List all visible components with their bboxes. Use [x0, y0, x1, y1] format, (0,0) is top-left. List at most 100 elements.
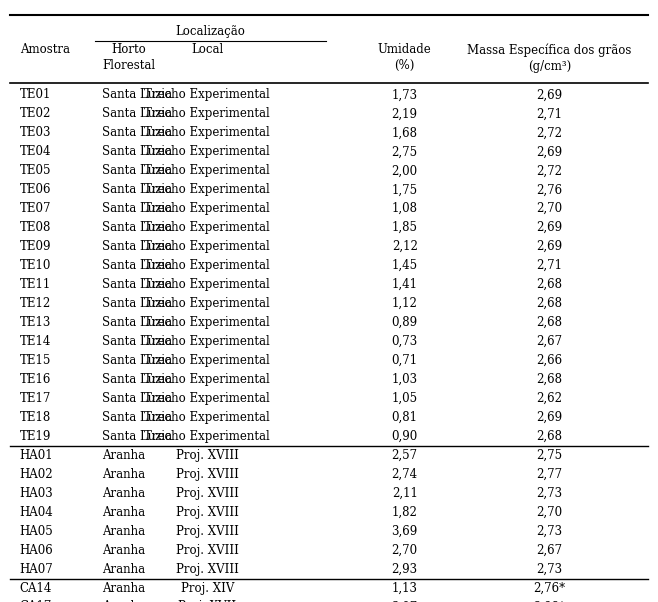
Text: 2,69: 2,69 — [536, 145, 563, 158]
Text: TE05: TE05 — [20, 164, 51, 178]
Text: Santa Luzia: Santa Luzia — [102, 164, 172, 178]
Text: Trecho Experimental: Trecho Experimental — [144, 183, 270, 196]
Text: TE07: TE07 — [20, 202, 51, 216]
Text: Trecho Experimental: Trecho Experimental — [144, 354, 270, 367]
Text: TE03: TE03 — [20, 126, 51, 140]
Text: TE06: TE06 — [20, 183, 51, 196]
Text: 2,69: 2,69 — [536, 221, 563, 234]
Text: 2,68: 2,68 — [536, 373, 563, 386]
Text: TE01: TE01 — [20, 88, 51, 102]
Text: Aranha: Aranha — [102, 448, 145, 462]
Text: 1,41: 1,41 — [392, 278, 418, 291]
Text: TE14: TE14 — [20, 335, 51, 348]
Text: HA07: HA07 — [20, 562, 53, 576]
Text: Santa Luzia: Santa Luzia — [102, 373, 172, 386]
Text: 1,73: 1,73 — [392, 88, 418, 102]
Text: Santa Luzia: Santa Luzia — [102, 411, 172, 424]
Text: 2,70: 2,70 — [536, 506, 563, 519]
Text: 0,89: 0,89 — [392, 316, 418, 329]
Text: Trecho Experimental: Trecho Experimental — [144, 373, 270, 386]
Text: Aranha: Aranha — [102, 600, 145, 602]
Text: Massa Específica dos grãos
(g/cm³): Massa Específica dos grãos (g/cm³) — [467, 43, 632, 73]
Text: Santa Luzia: Santa Luzia — [102, 202, 172, 216]
Text: Proj. XVIII: Proj. XVIII — [176, 544, 239, 557]
Text: 2,93: 2,93 — [392, 562, 418, 576]
Text: 3,69: 3,69 — [392, 524, 418, 538]
Text: Trecho Experimental: Trecho Experimental — [144, 126, 270, 140]
Text: Santa Luzia: Santa Luzia — [102, 107, 172, 120]
Text: 0,71: 0,71 — [392, 354, 418, 367]
Text: 2,98*: 2,98* — [534, 600, 565, 602]
Text: 2,69: 2,69 — [536, 411, 563, 424]
Text: Trecho Experimental: Trecho Experimental — [144, 145, 270, 158]
Text: 2,19: 2,19 — [392, 107, 418, 120]
Text: 1,13: 1,13 — [392, 582, 418, 595]
Text: HA04: HA04 — [20, 506, 53, 519]
Text: TE10: TE10 — [20, 259, 51, 272]
Text: 2,73: 2,73 — [536, 562, 563, 576]
Text: Aranha: Aranha — [102, 506, 145, 519]
Text: Santa Luzia: Santa Luzia — [102, 430, 172, 443]
Text: TE09: TE09 — [20, 240, 51, 253]
Text: Proj. XVIII: Proj. XVIII — [176, 506, 239, 519]
Text: Santa Luzia: Santa Luzia — [102, 183, 172, 196]
Text: Santa Luzia: Santa Luzia — [102, 392, 172, 405]
Text: 2,68: 2,68 — [536, 316, 563, 329]
Text: TE18: TE18 — [20, 411, 51, 424]
Text: 2,66: 2,66 — [536, 354, 563, 367]
Text: TE19: TE19 — [20, 430, 51, 443]
Text: 2,00: 2,00 — [392, 164, 418, 178]
Text: Trecho Experimental: Trecho Experimental — [144, 392, 270, 405]
Text: Proj. XVIII: Proj. XVIII — [176, 468, 239, 481]
Text: HA02: HA02 — [20, 468, 53, 481]
Text: 0,73: 0,73 — [392, 335, 418, 348]
Text: 2,76: 2,76 — [536, 183, 563, 196]
Text: 2,57: 2,57 — [392, 448, 418, 462]
Text: 0,81: 0,81 — [392, 411, 418, 424]
Text: 2,75: 2,75 — [536, 448, 563, 462]
Text: 2,74: 2,74 — [392, 468, 418, 481]
Text: Aranha: Aranha — [102, 562, 145, 576]
Text: CA17: CA17 — [20, 600, 52, 602]
Text: 2,11: 2,11 — [392, 486, 418, 500]
Text: 2,75: 2,75 — [392, 145, 418, 158]
Text: 2,62: 2,62 — [536, 392, 563, 405]
Text: TE12: TE12 — [20, 297, 51, 310]
Text: 2,67: 2,67 — [536, 544, 563, 557]
Text: Aranha: Aranha — [102, 524, 145, 538]
Text: TE13: TE13 — [20, 316, 51, 329]
Text: Trecho Experimental: Trecho Experimental — [144, 202, 270, 216]
Text: 2,72: 2,72 — [536, 126, 563, 140]
Text: Trecho Experimental: Trecho Experimental — [144, 411, 270, 424]
Text: 2,68: 2,68 — [536, 278, 563, 291]
Text: Trecho Experimental: Trecho Experimental — [144, 164, 270, 178]
Text: TE11: TE11 — [20, 278, 51, 291]
Text: Trecho Experimental: Trecho Experimental — [144, 297, 270, 310]
Text: 2,69: 2,69 — [536, 240, 563, 253]
Text: Santa Luzia: Santa Luzia — [102, 259, 172, 272]
Text: 2,77: 2,77 — [536, 468, 563, 481]
Text: TE02: TE02 — [20, 107, 51, 120]
Text: Trecho Experimental: Trecho Experimental — [144, 107, 270, 120]
Text: Trecho Experimental: Trecho Experimental — [144, 221, 270, 234]
Text: Aranha: Aranha — [102, 486, 145, 500]
Text: Santa Luzia: Santa Luzia — [102, 316, 172, 329]
Text: 1,03: 1,03 — [392, 373, 418, 386]
Text: Santa Luzia: Santa Luzia — [102, 221, 172, 234]
Text: Trecho Experimental: Trecho Experimental — [144, 88, 270, 102]
Text: Santa Luzia: Santa Luzia — [102, 297, 172, 310]
Text: 2,72: 2,72 — [536, 164, 563, 178]
Text: CA14: CA14 — [20, 582, 52, 595]
Text: 2,71: 2,71 — [536, 107, 563, 120]
Text: Santa Luzia: Santa Luzia — [102, 145, 172, 158]
Text: Santa Luzia: Santa Luzia — [102, 126, 172, 140]
Text: 2,73: 2,73 — [536, 524, 563, 538]
Text: 3,07: 3,07 — [392, 600, 418, 602]
Text: Aranha: Aranha — [102, 582, 145, 595]
Text: 1,85: 1,85 — [392, 221, 418, 234]
Text: 2,70: 2,70 — [536, 202, 563, 216]
Text: TE15: TE15 — [20, 354, 51, 367]
Text: Aranha: Aranha — [102, 468, 145, 481]
Text: Aranha: Aranha — [102, 544, 145, 557]
Text: TE08: TE08 — [20, 221, 51, 234]
